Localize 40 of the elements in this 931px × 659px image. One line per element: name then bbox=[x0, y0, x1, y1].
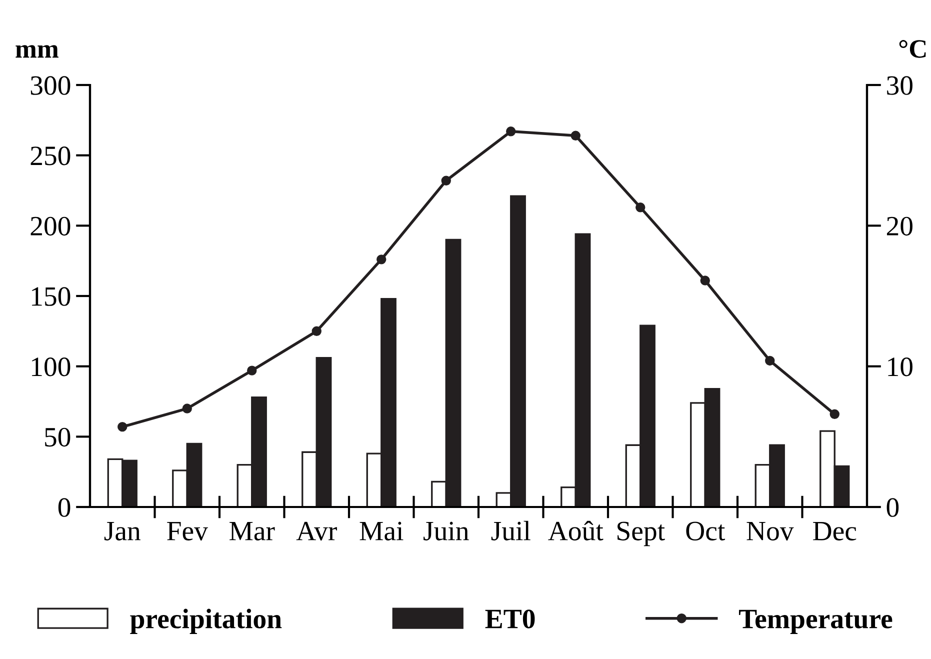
x-tick-label: Mar bbox=[230, 522, 275, 540]
point bbox=[312, 326, 322, 336]
y-tick-label: 250 bbox=[30, 146, 70, 166]
legend-label: precipitation bbox=[130, 608, 282, 634]
point bbox=[765, 356, 775, 366]
x-tick-label: Oct bbox=[686, 522, 726, 540]
x-tick-label: Août bbox=[548, 520, 604, 540]
x-tick-label: Avr bbox=[296, 522, 337, 540]
y-tick-label: 300 bbox=[30, 76, 70, 95]
point bbox=[247, 366, 257, 376]
y2-tick-label: 0 bbox=[886, 498, 899, 517]
point bbox=[376, 254, 386, 264]
x-tick-label: Fev bbox=[167, 522, 208, 540]
y2-tick-label: 30 bbox=[887, 76, 912, 95]
x-tick-label: Juin bbox=[424, 522, 469, 540]
legend-label: Temperature bbox=[738, 610, 892, 634]
x-tick-label: Nov bbox=[746, 522, 794, 540]
y-axis-title: mm bbox=[16, 45, 58, 58]
y2-tick-label: 10 bbox=[888, 358, 912, 376]
x-tick-label: Juil bbox=[491, 520, 530, 540]
legend-label: ET0 bbox=[485, 610, 535, 628]
point bbox=[441, 176, 451, 186]
x-tick-label: Jan bbox=[104, 522, 140, 540]
x-tick-label: Mai bbox=[360, 522, 404, 540]
point bbox=[636, 202, 646, 212]
y-tick-label: 0 bbox=[58, 498, 70, 517]
point bbox=[570, 130, 580, 140]
x-tick-label: Dec bbox=[813, 522, 856, 540]
y-tick-label: 100 bbox=[32, 358, 70, 376]
point bbox=[118, 422, 128, 432]
y2-tick-label: 20 bbox=[886, 216, 912, 236]
y-tick-label: 200 bbox=[30, 216, 70, 236]
point bbox=[182, 404, 192, 414]
x-tick-label: Sept bbox=[618, 522, 665, 546]
y2-axis-title: °C bbox=[899, 40, 926, 58]
point bbox=[830, 409, 840, 420]
y-tick-label: 150 bbox=[32, 287, 70, 306]
point bbox=[506, 126, 516, 136]
point bbox=[700, 276, 710, 286]
y-tick-label: 50 bbox=[45, 428, 70, 447]
